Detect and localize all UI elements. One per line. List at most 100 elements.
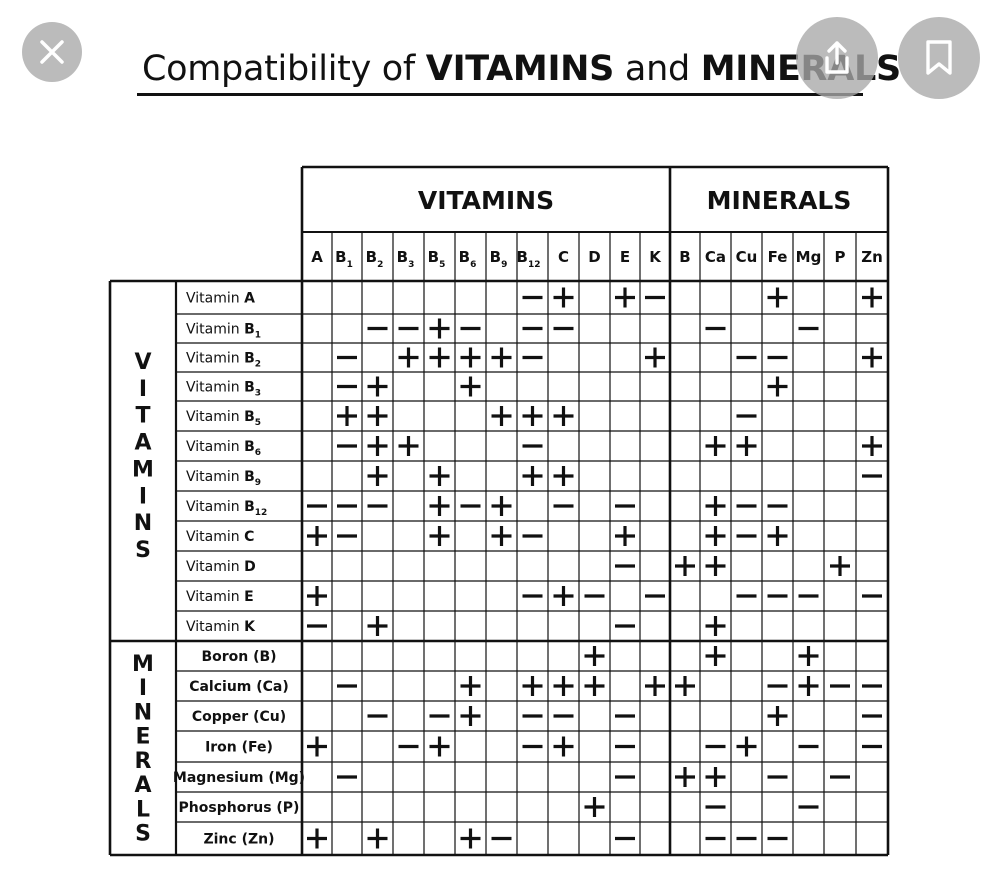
- row-label: Vitamin B2: [186, 351, 261, 370]
- share-button[interactable]: [796, 17, 878, 99]
- compatible-mark: [367, 616, 388, 636]
- compatible-mark: [307, 526, 327, 546]
- compatible-mark: [522, 676, 543, 696]
- side-label-vitamins: N: [134, 511, 152, 536]
- column-header: D: [588, 248, 600, 266]
- side-label-minerals: A: [134, 773, 151, 798]
- compatible-mark: [398, 436, 419, 456]
- close-button[interactable]: [22, 22, 82, 82]
- bookmark-icon: [926, 40, 952, 75]
- compatible-mark: [429, 466, 450, 486]
- side-label-vitamins: I: [139, 377, 147, 402]
- compatible-mark: [767, 706, 788, 726]
- compatible-mark: [367, 828, 388, 849]
- column-header: B3: [397, 248, 415, 270]
- title-underline: [137, 93, 863, 96]
- compatible-mark: [584, 646, 605, 666]
- compatible-mark: [553, 736, 574, 757]
- compatible-mark: [460, 676, 481, 696]
- compatible-mark: [491, 526, 512, 546]
- compatible-mark: [429, 318, 450, 339]
- compatible-mark: [460, 376, 481, 397]
- compatible-mark: [553, 586, 574, 606]
- compatible-mark: [798, 676, 819, 696]
- side-label-vitamins: I: [139, 484, 147, 509]
- compatible-mark: [862, 436, 882, 456]
- compatible-mark: [584, 797, 605, 817]
- compatible-mark: [429, 347, 450, 368]
- column-header: B9: [490, 248, 508, 270]
- compatible-mark: [460, 706, 481, 726]
- compatible-mark: [767, 376, 788, 397]
- row-label: Phosphorus (P): [179, 800, 300, 816]
- row-label: Boron (B): [201, 649, 276, 665]
- compatible-mark: [675, 676, 695, 696]
- compatible-mark: [615, 526, 635, 546]
- group-header-vitamins: VITAMINS: [418, 186, 554, 215]
- column-header: E: [620, 248, 630, 266]
- compatible-mark: [337, 406, 357, 426]
- side-label-minerals: N: [134, 700, 152, 725]
- column-header: Cu: [736, 248, 758, 266]
- column-header: A: [311, 248, 323, 266]
- row-label: Iron (Fe): [205, 740, 273, 756]
- compatible-mark: [615, 287, 635, 308]
- compatible-mark: [367, 376, 388, 397]
- compatible-mark: [705, 436, 726, 456]
- compatible-mark: [307, 736, 327, 757]
- row-label: Zinc (Zn): [203, 832, 274, 848]
- row-label: Vitamin B6: [186, 439, 261, 458]
- column-header: K: [649, 248, 662, 266]
- compatible-mark: [307, 586, 327, 606]
- share-icon: [825, 41, 849, 74]
- side-label-minerals: R: [135, 749, 152, 774]
- group-header-minerals: MINERALS: [707, 186, 852, 215]
- compatible-mark: [645, 347, 665, 368]
- row-label: Copper (Cu): [192, 709, 286, 725]
- compatible-mark: [798, 646, 819, 666]
- title-part-1: Compatibility of: [142, 49, 426, 89]
- compatible-mark: [460, 347, 481, 368]
- compatible-mark: [367, 466, 388, 486]
- compatible-mark: [705, 767, 726, 787]
- side-label-vitamins: S: [135, 538, 151, 563]
- row-label: Vitamin B3: [186, 380, 261, 399]
- side-label-vitamins: T: [135, 404, 150, 429]
- compatible-mark: [767, 287, 788, 308]
- compatible-mark: [429, 736, 450, 757]
- compatible-mark: [367, 436, 388, 456]
- row-label: Vitamin B1: [186, 322, 261, 341]
- column-header: B6: [459, 248, 477, 270]
- compatible-mark: [460, 828, 481, 849]
- compatible-mark: [862, 347, 882, 368]
- column-header: Mg: [796, 248, 822, 266]
- compatible-mark: [307, 828, 327, 849]
- bookmark-button[interactable]: [898, 17, 980, 99]
- compatible-mark: [367, 406, 388, 426]
- column-header: Ca: [705, 248, 726, 266]
- row-label: Vitamin A: [186, 291, 255, 307]
- compatible-mark: [553, 287, 574, 308]
- compatible-mark: [429, 496, 450, 516]
- column-header: Fe: [768, 248, 788, 266]
- title-part-3: and: [614, 49, 701, 89]
- column-header: B5: [428, 248, 446, 270]
- side-label-minerals: E: [135, 725, 150, 750]
- column-header: C: [558, 248, 569, 266]
- compatible-mark: [645, 676, 665, 696]
- row-label: Vitamin B5: [186, 409, 261, 428]
- row-label: Vitamin D: [186, 559, 256, 575]
- compatible-mark: [491, 496, 512, 516]
- row-label: Vitamin K: [186, 619, 256, 635]
- side-label-vitamins: M: [132, 457, 154, 482]
- compatible-mark: [705, 496, 726, 516]
- compatible-mark: [491, 347, 512, 368]
- compatible-mark: [736, 436, 757, 456]
- side-label-vitamins: A: [134, 431, 151, 456]
- compatible-mark: [767, 526, 788, 546]
- title-part-2: VITAMINS: [425, 49, 615, 89]
- side-label-minerals: L: [136, 797, 150, 822]
- row-label: Vitamin B9: [186, 469, 261, 488]
- compatible-mark: [429, 526, 450, 546]
